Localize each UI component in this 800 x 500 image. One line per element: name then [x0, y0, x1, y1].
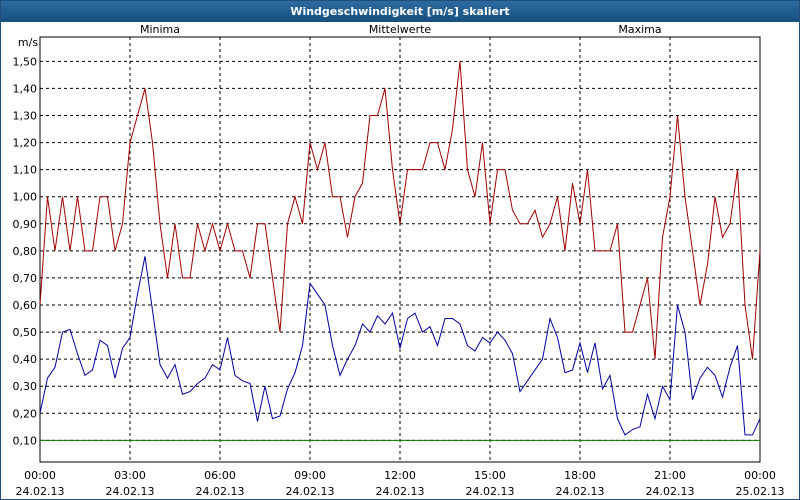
y-tick-label: 1,30	[13, 110, 38, 123]
x-tick-date: 25.02.13	[736, 485, 785, 498]
x-tick-label: 03:00	[114, 469, 146, 482]
x-tick-label: 18:00	[564, 469, 596, 482]
x-tick-label: 09:00	[294, 469, 326, 482]
y-tick-label: 1,20	[13, 137, 38, 150]
x-tick-label: 15:00	[474, 469, 506, 482]
x-tick-label: 00:00	[744, 469, 776, 482]
y-tick-label: 0,60	[13, 299, 38, 312]
x-tick-date: 24.02.13	[556, 485, 605, 498]
x-tick-label: 00:00	[24, 469, 56, 482]
x-tick-date: 24.02.13	[376, 485, 425, 498]
title-bar: Windgeschwindigkeit [m/s] skaliert	[1, 1, 799, 22]
x-tick-date: 24.02.13	[286, 485, 335, 498]
y-tick-label: 0,30	[13, 380, 38, 393]
y-tick-label: 1,40	[13, 82, 38, 95]
y-tick-label: 1,10	[13, 164, 38, 177]
y-tick-label: 0,40	[13, 353, 38, 366]
x-tick-label: 21:00	[654, 469, 686, 482]
x-tick-date: 24.02.13	[646, 485, 695, 498]
series-line	[39, 256, 761, 436]
x-tick-label: 12:00	[384, 469, 416, 482]
y-tick-label: 0,90	[13, 218, 38, 231]
y-unit: m/s	[18, 36, 38, 49]
series-line	[39, 61, 761, 360]
y-tick-label: 0,20	[13, 407, 38, 420]
x-tick-date: 24.02.13	[196, 485, 245, 498]
y-tick-label: 1,00	[13, 191, 38, 204]
y-tick-label: 0,80	[13, 245, 38, 258]
x-tick-date: 24.02.13	[466, 485, 515, 498]
legend-label: Mittelwerte	[369, 23, 432, 36]
y-tick-label: 0,50	[13, 326, 38, 339]
legend-label: Minima	[140, 23, 180, 36]
y-tick-label: 1,50	[13, 55, 38, 68]
legend-label: Maxima	[618, 23, 661, 36]
x-tick-date: 24.02.13	[16, 485, 65, 498]
x-tick-label: 06:00	[204, 469, 236, 482]
y-tick-label: 0,10	[13, 434, 38, 447]
y-tick-label: 0,70	[13, 272, 38, 285]
x-tick-date: 24.02.13	[106, 485, 155, 498]
